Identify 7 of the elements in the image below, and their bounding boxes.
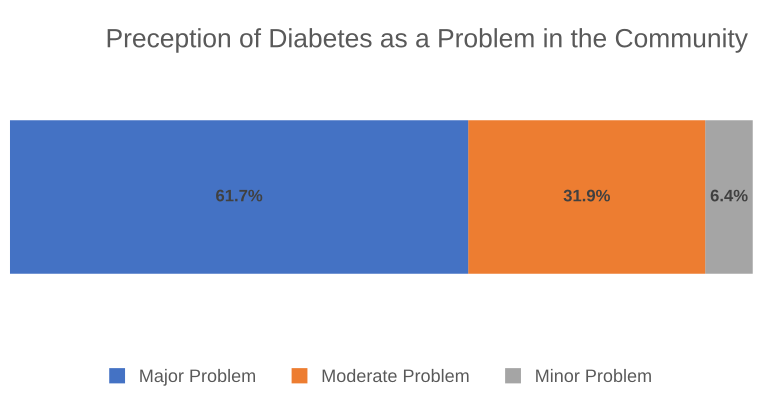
data-label: 61.7% [216, 190, 262, 202]
legend-label: Major Problem [140, 368, 256, 386]
data-label: 31.9% [564, 190, 610, 202]
chart-title: Preception of Diabetes as a Problem in the Community [108, 28, 748, 53]
legend-label: Minor Problem [536, 368, 651, 382]
data-label: 6.4% [710, 190, 748, 202]
legend-label: Moderate Problem [322, 368, 469, 382]
